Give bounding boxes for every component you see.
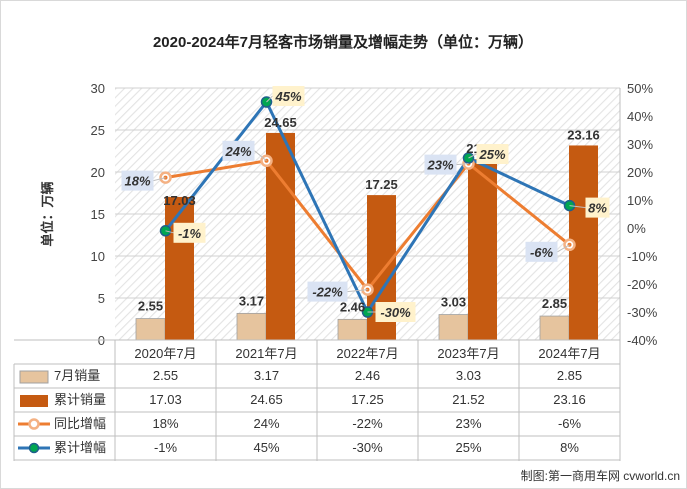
label-yoy-box [121, 170, 154, 191]
source-note: 制图:第一商用车网 cvworld.cn [521, 468, 680, 483]
label-cumulative-box [272, 86, 305, 106]
x-tick-label: 2022年7月 [336, 346, 398, 361]
x-tick-label: 2024年7月 [538, 346, 600, 361]
bar-cumulative [165, 196, 194, 340]
legend-key-bar [19, 370, 49, 384]
table-cell: 21.52 [452, 392, 485, 407]
bar-monthly-label: 3.17 [239, 293, 264, 308]
label-yoy-box [307, 281, 348, 302]
table-cell: 23% [455, 416, 481, 431]
legend-key-marker [28, 442, 40, 454]
y-right-tick-label: -30% [627, 305, 658, 320]
table-cell: -22% [352, 416, 383, 431]
y-right-tick-label: 50% [627, 81, 653, 96]
label-yoy-leader [456, 163, 469, 166]
table-cell: 25% [455, 440, 481, 455]
label-yoy: 18% [124, 174, 150, 189]
label-yoy-leader [557, 244, 570, 253]
label-yoy-box [424, 154, 457, 175]
bar-cumulative-label: 17.03 [163, 193, 196, 208]
label-cumulative: 8% [588, 201, 607, 216]
label-cumulative-leader [165, 230, 174, 234]
table-cell: 3.03 [456, 368, 481, 383]
label-yoy-box [222, 140, 255, 161]
label-yoy-leader [347, 289, 368, 293]
legend-key-marker [28, 418, 40, 430]
table-cell: 2.46 [355, 368, 380, 383]
table-cell: 17.25 [351, 392, 384, 407]
y-left-tick-label: 20 [91, 165, 105, 180]
y-right-tick-label: -40% [627, 333, 658, 348]
table-cell: 24.65 [250, 392, 283, 407]
table-cell: 45% [253, 440, 279, 455]
label-cumulative-leader [266, 95, 273, 103]
label-cumulative: -1% [178, 226, 202, 241]
table-cell: -1% [154, 440, 178, 455]
y-left-tick-label: 25 [91, 123, 105, 138]
y-right-tick-label: 10% [627, 193, 653, 208]
label-yoy-box [525, 241, 558, 262]
x-tick-label: 2021年7月 [235, 346, 297, 361]
table-cell: 3.17 [254, 368, 279, 383]
bar-monthly-label: 3.03 [441, 295, 466, 310]
x-tick-label: 2023年7月 [437, 346, 499, 361]
bar-monthly [539, 315, 570, 341]
bar-cumulative-label: 24.65 [264, 115, 297, 130]
table-row-label: 累计增幅 [54, 440, 106, 455]
legend-key-bar [20, 395, 48, 407]
bar-monthly-label: 2.46 [340, 299, 365, 314]
label-yoy: -6% [530, 245, 554, 260]
bar-monthly [135, 318, 166, 341]
label-cumulative-box [173, 222, 206, 243]
table-cell: 18% [152, 416, 178, 431]
y-left-tick-label: 5 [98, 291, 105, 306]
table-cell: 8% [560, 440, 579, 455]
table-row-label: 同比增幅 [54, 416, 106, 431]
table-row-label: 累计销量 [54, 392, 106, 407]
label-yoy-leader [254, 150, 267, 162]
table-cell: 2.85 [557, 368, 582, 383]
label-cumulative: 45% [274, 89, 301, 104]
y-right-tick-label: -20% [627, 277, 658, 292]
bar-cumulative [468, 159, 497, 340]
label-cumulative-box [585, 197, 610, 218]
label-cumulative: 25% [478, 147, 505, 162]
y-right-tick-label: 0% [627, 221, 646, 236]
table-cell: 17.03 [149, 392, 182, 407]
table-cell: 23.16 [553, 392, 586, 407]
label-cumulative-box [375, 302, 416, 322]
label-cumulative: -30% [380, 305, 411, 320]
table-row-label: 7月销量 [54, 368, 100, 383]
bar-monthly [236, 312, 267, 341]
bar-monthly [337, 318, 368, 341]
label-cumulative-box [476, 144, 509, 164]
y-left-axis-label: 单位：万辆 [40, 181, 55, 246]
y-left-tick-label: 15 [91, 207, 105, 222]
table-cell: 24% [253, 416, 279, 431]
table-cell: -30% [352, 440, 383, 455]
label-yoy-leader [153, 177, 166, 182]
label-yoy: 24% [224, 144, 251, 159]
label-cumulative-leader [569, 205, 586, 209]
bar-cumulative-label: 17.25 [365, 177, 398, 192]
y-right-tick-label: 20% [627, 165, 653, 180]
y-left-tick-label: 30 [91, 81, 105, 96]
bar-monthly-label: 2.55 [138, 299, 163, 314]
table-cell: 2.55 [153, 368, 178, 383]
table-cell: -6% [558, 416, 582, 431]
x-tick-label: 2020年7月 [134, 346, 196, 361]
label-cumulative-leader [468, 153, 477, 159]
bar-monthly [438, 314, 469, 341]
bar-monthly-label: 2.85 [542, 296, 567, 311]
y-right-tick-label: -10% [627, 249, 658, 264]
y-left-tick-label: 10 [91, 249, 105, 264]
chart-title: 2020-2024年7月轻客市场销量及增幅走势（单位：万辆） [153, 33, 533, 51]
y-right-tick-label: 40% [627, 109, 653, 124]
y-right-tick-label: 30% [627, 137, 653, 152]
bar-cumulative-label: 23.16 [567, 127, 600, 142]
label-yoy: 23% [426, 158, 453, 173]
label-yoy: -22% [312, 285, 343, 300]
